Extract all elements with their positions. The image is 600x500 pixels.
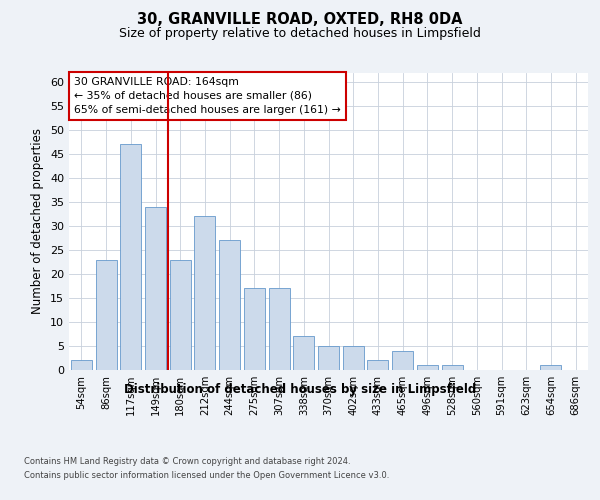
- Bar: [392, 351, 413, 370]
- Bar: [71, 360, 92, 370]
- Bar: [293, 336, 314, 370]
- Bar: [417, 365, 438, 370]
- Bar: [269, 288, 290, 370]
- Bar: [442, 365, 463, 370]
- Text: Size of property relative to detached houses in Limpsfield: Size of property relative to detached ho…: [119, 28, 481, 40]
- Text: 30, GRANVILLE ROAD, OXTED, RH8 0DA: 30, GRANVILLE ROAD, OXTED, RH8 0DA: [137, 12, 463, 28]
- Bar: [219, 240, 240, 370]
- Text: Contains public sector information licensed under the Open Government Licence v3: Contains public sector information licen…: [24, 471, 389, 480]
- Bar: [318, 346, 339, 370]
- Bar: [541, 365, 562, 370]
- Text: 30 GRANVILLE ROAD: 164sqm
← 35% of detached houses are smaller (86)
65% of semi-: 30 GRANVILLE ROAD: 164sqm ← 35% of detac…: [74, 77, 341, 115]
- Bar: [170, 260, 191, 370]
- Bar: [120, 144, 141, 370]
- Bar: [145, 207, 166, 370]
- Bar: [367, 360, 388, 370]
- Bar: [343, 346, 364, 370]
- Bar: [244, 288, 265, 370]
- Bar: [95, 260, 116, 370]
- Bar: [194, 216, 215, 370]
- Y-axis label: Number of detached properties: Number of detached properties: [31, 128, 44, 314]
- Text: Contains HM Land Registry data © Crown copyright and database right 2024.: Contains HM Land Registry data © Crown c…: [24, 458, 350, 466]
- Text: Distribution of detached houses by size in Limpsfield: Distribution of detached houses by size …: [124, 382, 476, 396]
